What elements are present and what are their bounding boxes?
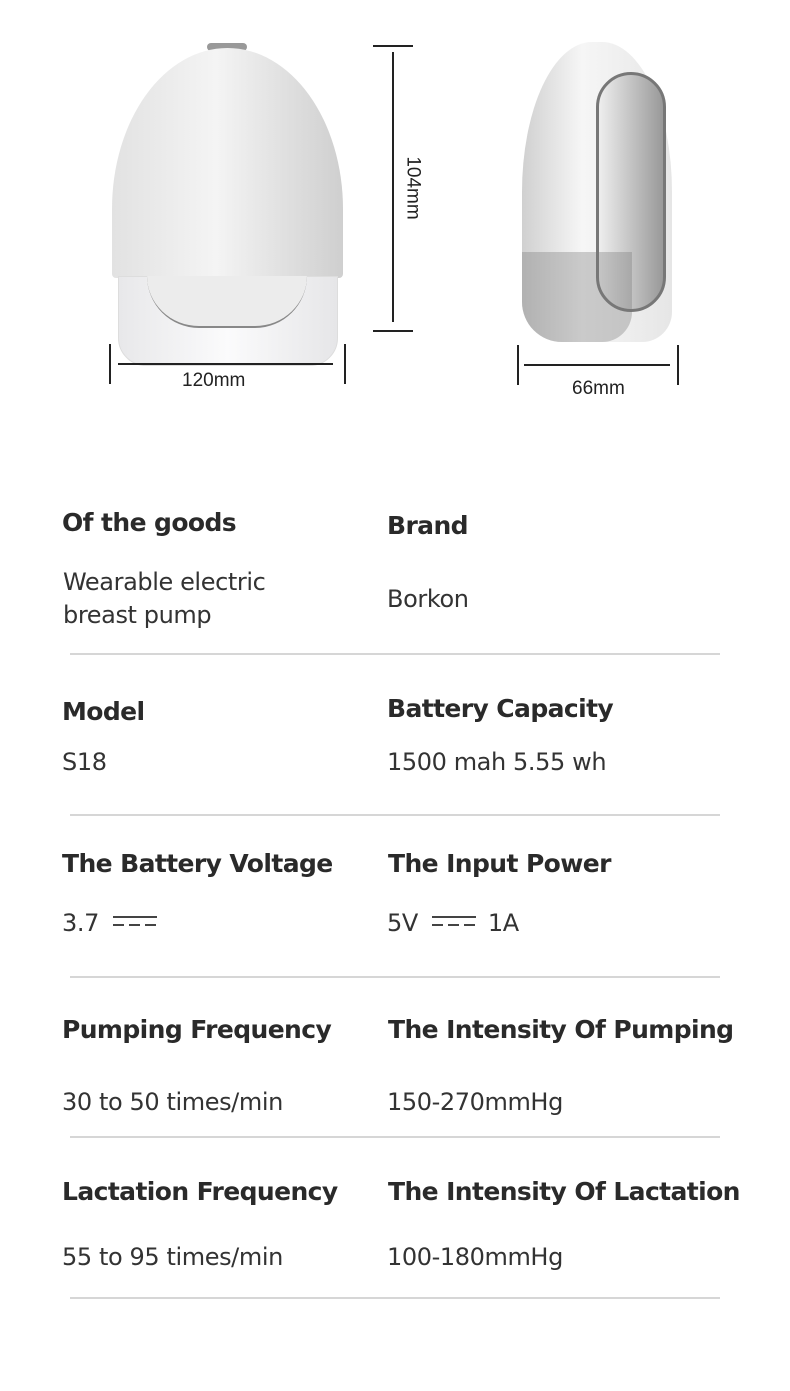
width-side-dim-line: [524, 364, 670, 366]
spec-value-pumping-intensity: 150-270mmHg: [387, 1088, 563, 1116]
spec-label-battery-capacity: Battery Capacity: [387, 694, 614, 723]
width-front-dim-left: [109, 344, 111, 384]
width-side-label: 66mm: [572, 378, 625, 399]
width-side-dim-right: [677, 345, 679, 385]
spec-label-model: Model: [62, 697, 145, 726]
product-front-image: [112, 40, 347, 366]
spec-value-goods-2: breast pump: [63, 601, 212, 629]
height-dim-line: [392, 52, 394, 322]
divider: [70, 814, 720, 816]
spec-value-brand: Borkon: [387, 585, 469, 613]
spec-label-pumping-frequency: Pumping Frequency: [62, 1015, 332, 1044]
spec-label-lactation-intensity: The Intensity Of Lactation: [388, 1177, 740, 1206]
divider: [70, 1297, 720, 1299]
divider: [70, 976, 720, 978]
divider: [70, 1136, 720, 1138]
divider: [70, 653, 720, 655]
height-dim-top: [373, 45, 413, 47]
spec-value-model: S18: [62, 748, 107, 776]
voltage-value: 3.7: [62, 909, 99, 937]
dc-current-icon: [112, 916, 157, 928]
height-label: 104mm: [402, 156, 424, 220]
height-dim-bottom: [373, 330, 413, 332]
spec-value-battery-voltage: 3.7: [62, 907, 169, 940]
spec-value-pumping-frequency: 30 to 50 times/min: [62, 1088, 283, 1116]
dc-current-icon: [431, 916, 476, 928]
spec-label-input-power: The Input Power: [388, 849, 611, 878]
width-side-dim-left: [517, 345, 519, 385]
spec-value-lactation-intensity: 100-180mmHg: [387, 1243, 563, 1271]
spec-value-battery-capacity: 1500 mah 5.55 wh: [387, 748, 607, 776]
product-side-image: [518, 42, 678, 342]
spec-label-goods: Of the goods: [62, 508, 237, 537]
width-front-dim-right: [344, 344, 346, 384]
spec-label-brand: Brand: [387, 511, 469, 540]
spec-label-battery-voltage: The Battery Voltage: [62, 849, 333, 878]
spec-value-lactation-frequency: 55 to 95 times/min: [62, 1243, 283, 1271]
spec-value-goods-1: Wearable electric: [63, 568, 266, 596]
pump-button: [207, 43, 247, 51]
width-front-dim-line: [118, 363, 333, 365]
spec-label-pumping-intensity: The Intensity Of Pumping: [388, 1015, 734, 1044]
input-voltage: 5V: [387, 909, 418, 937]
width-front-label: 120mm: [182, 370, 246, 391]
spec-label-lactation-frequency: Lactation Frequency: [62, 1177, 338, 1206]
spec-value-input-power: 5V 1A: [387, 907, 519, 940]
input-current: 1A: [487, 909, 519, 937]
